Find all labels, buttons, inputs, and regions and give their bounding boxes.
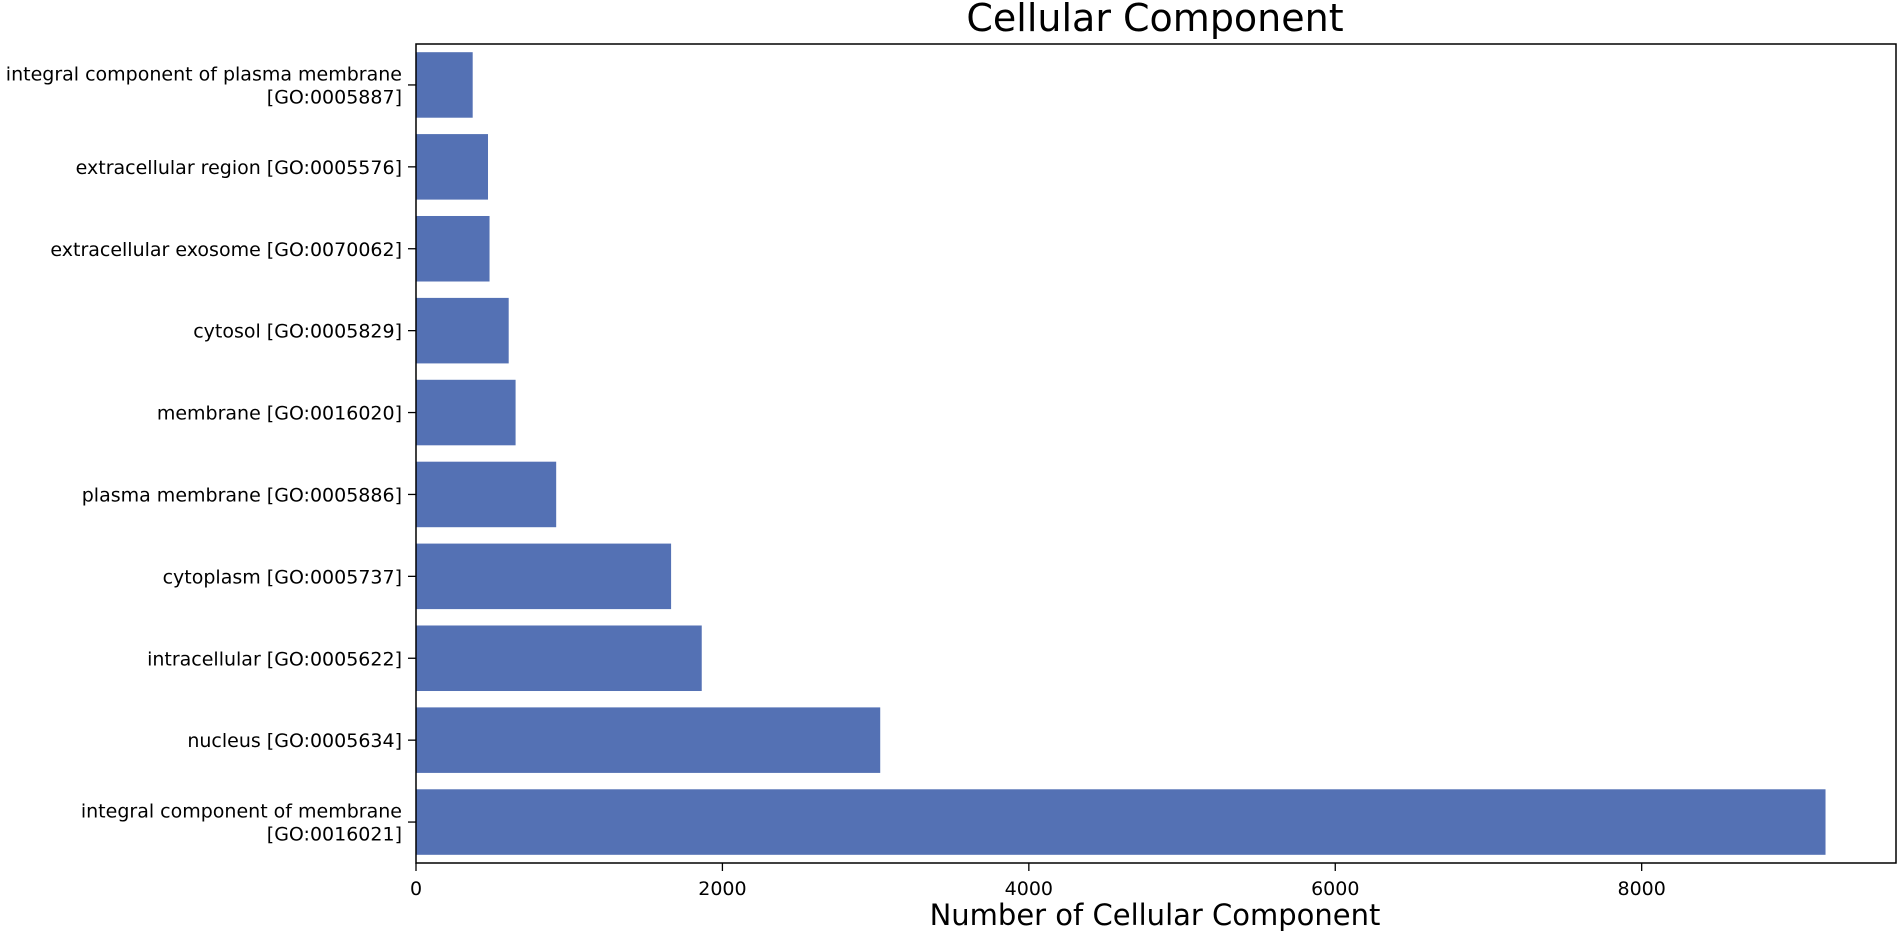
bar <box>416 297 509 364</box>
category-label: [GO:0005887] <box>267 86 402 108</box>
category-label: plasma membrane [GO:0005886] <box>82 484 402 506</box>
chart-title: Cellular Component <box>966 0 1343 40</box>
bar <box>416 461 557 528</box>
category-label: cytosol [GO:0005829] <box>193 321 402 343</box>
bars-group <box>416 52 1826 855</box>
category-label: [GO:0016021] <box>267 824 402 846</box>
bar <box>416 625 702 692</box>
category-label: extracellular exosome [GO:0070062] <box>50 239 402 261</box>
bar <box>416 543 672 610</box>
bar <box>416 789 1826 855</box>
category-label: nucleus [GO:0005634] <box>187 730 402 752</box>
bar <box>416 134 489 200</box>
bar <box>416 52 473 118</box>
x-tick-label: 2000 <box>698 878 746 900</box>
category-label: intracellular [GO:0005622] <box>147 648 402 670</box>
x-tick-label: 6000 <box>1311 878 1359 900</box>
category-label: cytoplasm [GO:0005737] <box>163 566 402 588</box>
x-tick-label: 8000 <box>1617 878 1665 900</box>
bar <box>416 379 516 446</box>
category-label: integral component of plasma membrane <box>6 63 402 85</box>
x-tick-label: 4000 <box>1005 878 1053 900</box>
x-axis-ticks: 0 2000 4000 6000 8000 <box>410 863 1666 900</box>
category-labels: integral component of plasma membrane[GO… <box>6 63 416 846</box>
bar <box>416 707 881 773</box>
category-label: extracellular region [GO:0005576] <box>76 157 402 179</box>
category-label: integral component of membrane <box>81 801 402 823</box>
x-tick-label: 0 <box>410 878 422 900</box>
category-label: membrane [GO:0016020] <box>157 403 402 425</box>
bar <box>416 215 490 282</box>
plot-frame <box>415 43 1897 864</box>
x-axis-label: Number of Cellular Component <box>930 898 1381 932</box>
